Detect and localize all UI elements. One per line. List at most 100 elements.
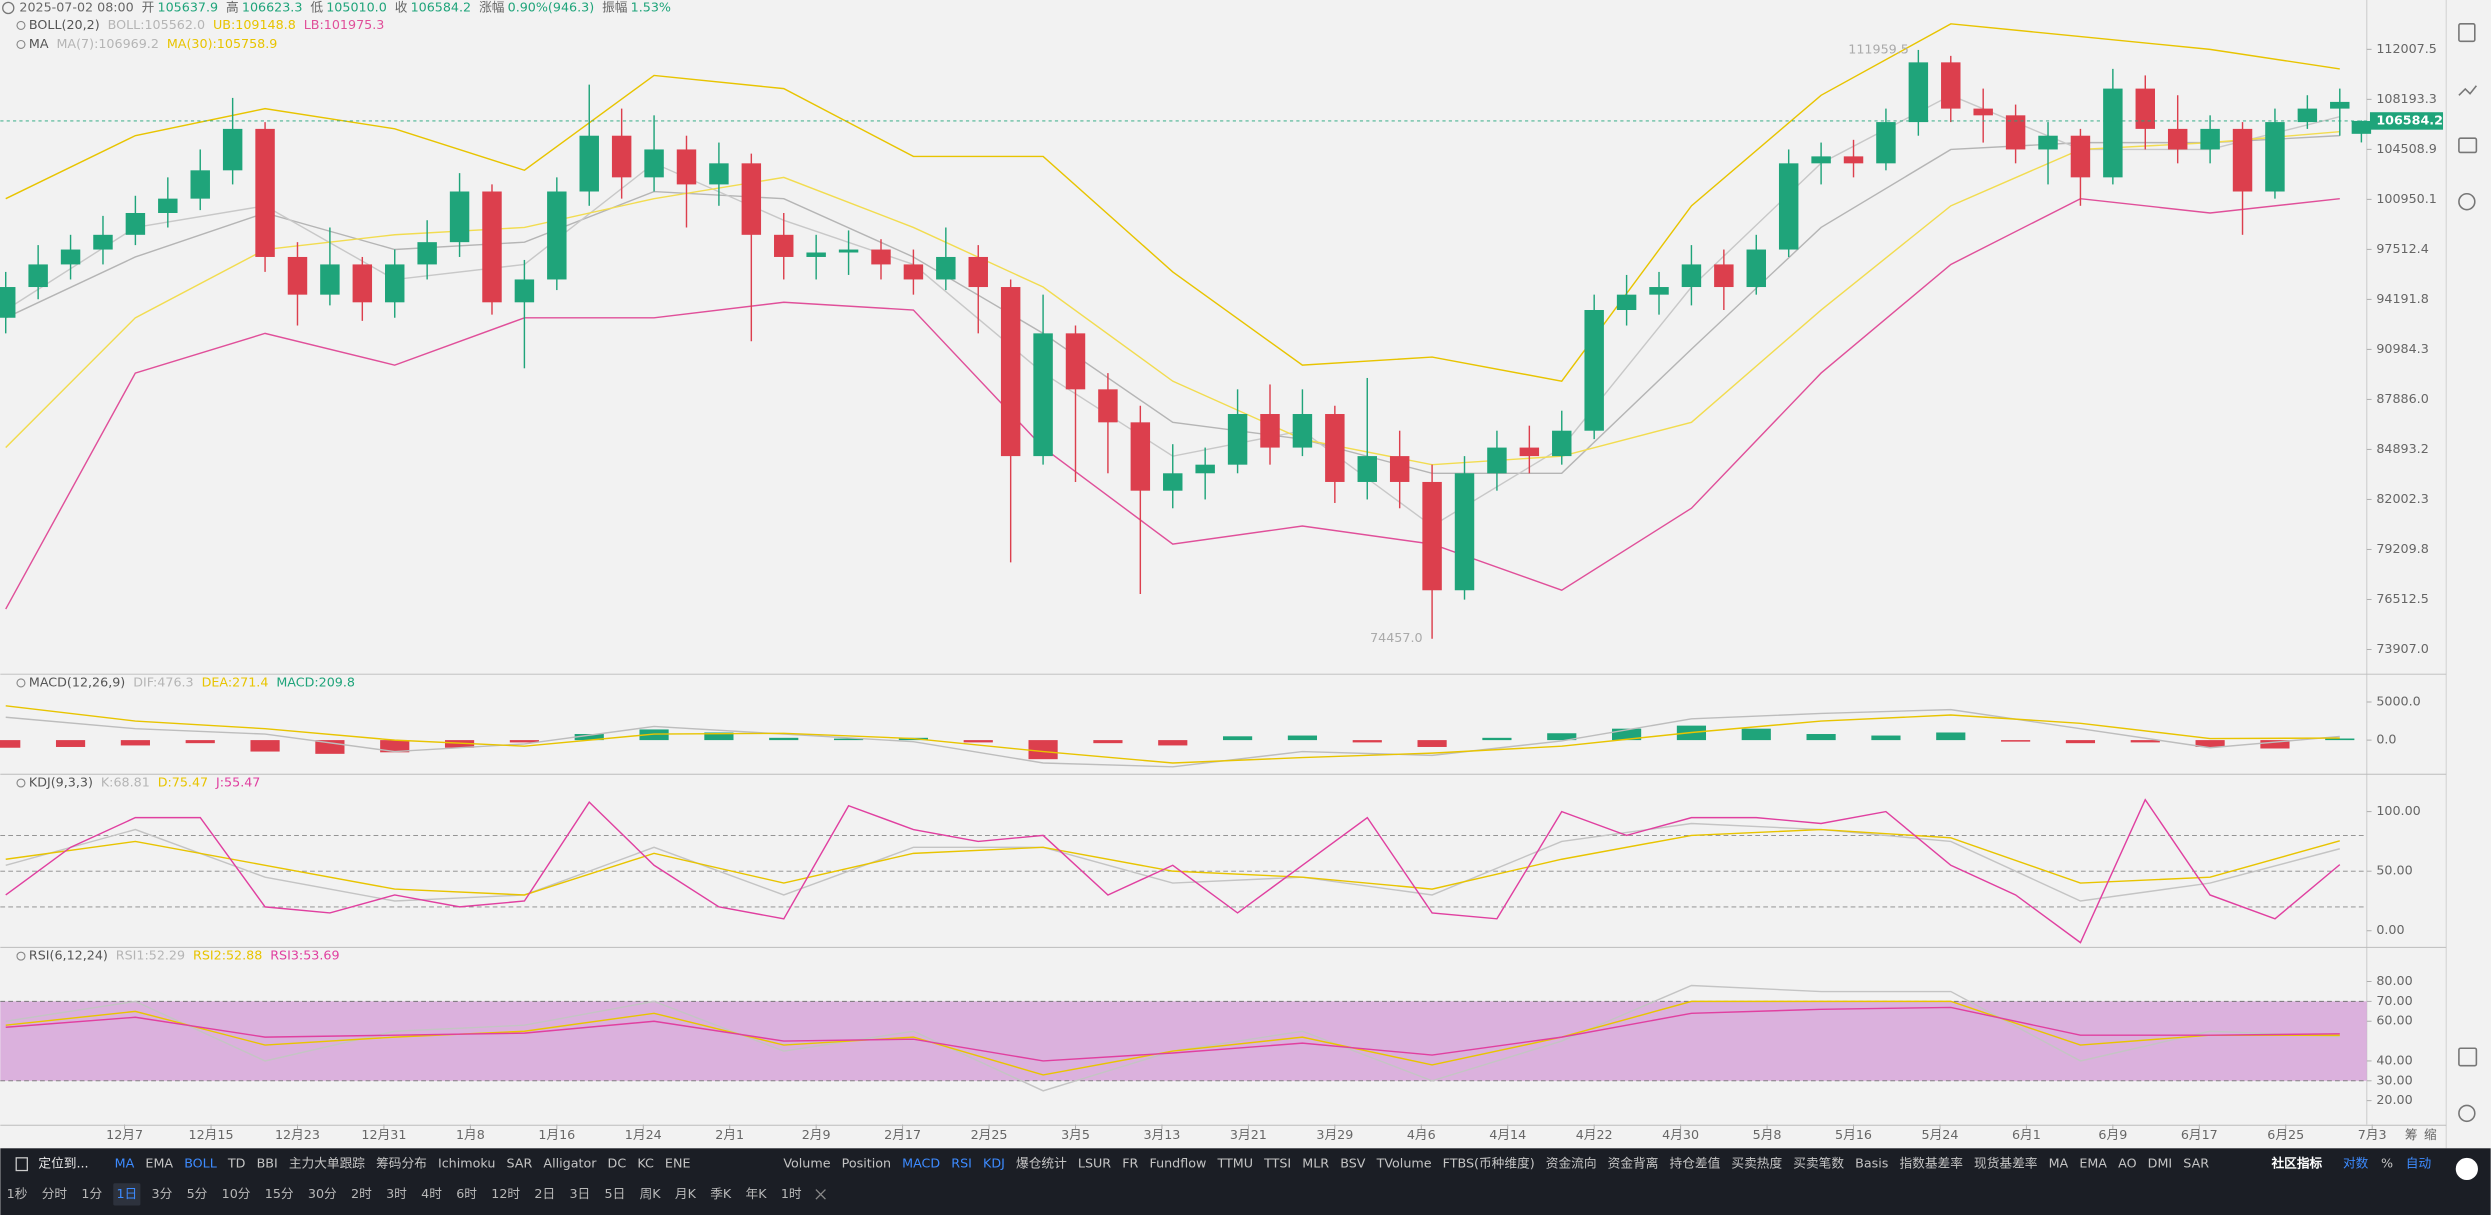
locate-button[interactable]: 定位到... [38,1156,88,1171]
indicator-button[interactable]: MLR [1302,1156,1329,1171]
candle-body [287,256,308,295]
option-button[interactable]: % [2381,1156,2393,1171]
indicator-button[interactable]: AO [2118,1156,2136,1171]
timeframe-button[interactable]: 10分 [222,1186,251,1201]
sidebar-icon[interactable] [2458,23,2476,43]
legend-icon [16,39,26,49]
indicator-button[interactable]: 筹码分布 [376,1156,427,1171]
indicator-button[interactable]: ENE [665,1156,691,1171]
indicator-button[interactable]: 爆仓统计 [1016,1156,1067,1171]
timeframe-button[interactable]: 周K [640,1186,662,1201]
indicator-button[interactable]: MA [2049,1156,2069,1171]
indicator-button[interactable]: FR [1122,1156,1138,1171]
indicator-button[interactable]: MACD [902,1156,940,1171]
support-icon[interactable] [2455,1157,2478,1181]
y-tick-label: 104508.9 [2376,141,2437,156]
indicator-button[interactable]: 主力大单跟踪 [289,1156,365,1171]
indicator-button[interactable]: TTMU [1216,1156,1253,1171]
indicator-button[interactable]: SAR [506,1156,532,1171]
timeframe-button[interactable]: 12时 [491,1186,520,1201]
indicator-button[interactable]: 指数基差率 [1899,1156,1963,1171]
indicator-button[interactable]: TVolume [1376,1156,1432,1171]
indicator-button[interactable]: Fundflow [1149,1156,1206,1171]
x-tick-label: 2月17 [884,1127,921,1142]
y-tick-label: 76512.5 [2376,591,2428,606]
sidebar-icon[interactable] [2458,1047,2478,1067]
timeframe-button[interactable]: 5日 [605,1186,626,1201]
community-button[interactable]: 社区指标 [2271,1156,2323,1171]
indicator-button[interactable]: Basis [1855,1156,1888,1171]
timeframe-button[interactable]: 分时 [42,1186,68,1201]
indicator-button[interactable]: 买卖热度 [1731,1156,1782,1171]
candle-body [936,256,956,280]
timeframe-button[interactable]: 4时 [421,1186,442,1201]
timeframe-button[interactable]: 3分 [152,1186,173,1201]
indicator-button[interactable]: 资金背离 [1608,1156,1659,1171]
timeframe-button[interactable]: 5分 [187,1186,208,1201]
indicator-button[interactable]: RSI [951,1156,972,1171]
option-button[interactable]: 自动 [2406,1156,2431,1171]
axis-button[interactable]: 缩 [2424,1127,2437,1142]
indicator-button[interactable]: KDJ [983,1156,1005,1171]
histogram-bar [1158,740,1188,746]
candle-body [1065,333,1086,390]
indicator-button[interactable]: Ichimoku [438,1156,495,1171]
histogram-bar [250,740,280,752]
indicator-button[interactable]: 现货基差率 [1974,1156,2038,1171]
indicator-button[interactable]: KC [637,1156,654,1171]
y-tick-label: 100950.1 [2376,191,2437,206]
indicator-button[interactable]: EMA [2079,1156,2107,1171]
indicator-button[interactable]: SAR [2183,1156,2209,1171]
timeframe-button[interactable]: 6时 [456,1186,477,1201]
sidebar-icon[interactable] [2458,1104,2476,1123]
indicator-button[interactable]: DMI [2148,1156,2172,1171]
timeframe-button[interactable]: 30分 [308,1186,337,1201]
timeframe-button[interactable]: 3日 [569,1186,590,1201]
indicator-button[interactable]: BBI [257,1156,278,1171]
timeframe-button[interactable]: 月K [675,1186,697,1201]
histogram-bar [380,740,410,753]
candle-body [2200,128,2220,150]
close-icon[interactable] [815,1189,826,1200]
indicator-button[interactable]: FTBS(币种维度) [1443,1156,1535,1171]
legend-item: UB:109148.8 [213,17,296,32]
axis-button[interactable]: 筹 [2405,1127,2418,1142]
timeframe-button[interactable]: 1分 [81,1186,102,1201]
timeframe-button[interactable]: 3时 [386,1186,407,1201]
timeframe-button[interactable]: 2日 [534,1186,555,1201]
timeframe-button[interactable]: 2时 [351,1186,372,1201]
indicator-button[interactable]: TD [227,1156,246,1171]
indicator-button[interactable]: MA [115,1156,135,1171]
indicator-button[interactable]: LSUR [1078,1156,1111,1171]
candle-body [1584,310,1604,431]
x-tick-label: 3月29 [1316,1127,1353,1142]
indicator-button[interactable]: BSV [1340,1156,1366,1171]
timeframe-button[interactable]: 年K [746,1186,768,1201]
timeframe-button[interactable]: 1日 [116,1186,137,1201]
indicator-button[interactable]: EMA [145,1156,173,1171]
x-tick-label: 7月3 [2358,1127,2387,1142]
candle-body [449,191,470,243]
indicator-button[interactable]: 资金流向 [1546,1156,1597,1171]
indicator-button[interactable]: DC [608,1156,627,1171]
indicator-button[interactable]: 买卖笔数 [1793,1156,1844,1171]
option-button[interactable]: 对数 [2343,1156,2369,1171]
timeframe-button[interactable]: 1时 [781,1186,802,1201]
indicator-button[interactable]: 持仓差值 [1670,1156,1721,1171]
histogram-bar [1093,740,1123,744]
candle-body [1876,122,1896,164]
indicator-button[interactable]: Volume [783,1156,830,1171]
indicator-button[interactable]: BOLL [184,1156,217,1171]
high-label: 111959.5 [1848,41,1909,56]
sidebar-icon[interactable] [2458,137,2478,154]
sidebar-icon[interactable] [2458,192,2476,211]
timeframe-button[interactable]: 1秒 [7,1186,28,1201]
collapse-icon[interactable] [2,1,15,15]
indicator-button[interactable]: Alligator [543,1156,597,1171]
indicator-button[interactable]: TTSI [1263,1156,1291,1171]
indicator-button[interactable]: Position [842,1156,891,1171]
timeframe-button[interactable]: 15分 [265,1186,294,1201]
timeframe-button[interactable]: 季K [710,1186,732,1201]
sidebar-icon[interactable] [2458,85,2478,96]
y-tick-label: 79209.8 [2376,541,2428,556]
